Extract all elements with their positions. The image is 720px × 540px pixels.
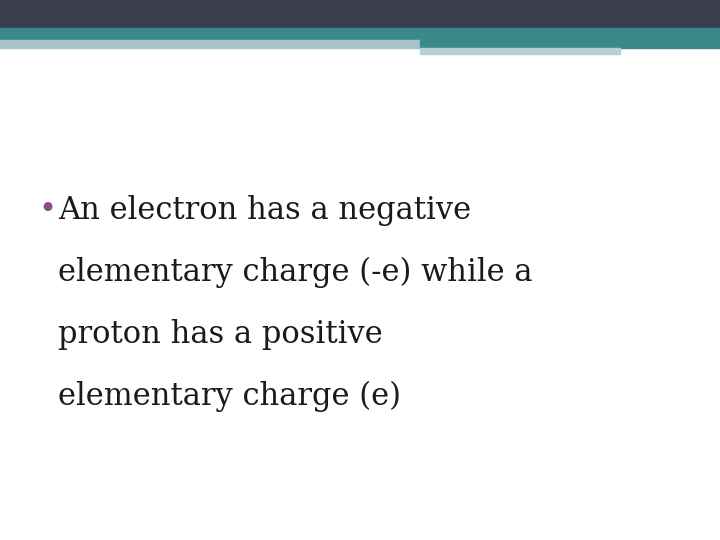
Bar [420,48,620,54]
Text: An electron has a negative: An electron has a negative [58,195,471,226]
Bar [420,40,720,48]
Bar [0,0,720,28]
Text: elementary charge (-e) while a: elementary charge (-e) while a [58,257,533,288]
Text: •: • [38,195,56,226]
Bar [0,28,720,40]
Text: proton has a positive: proton has a positive [58,319,383,350]
Text: elementary charge (e): elementary charge (e) [58,381,401,412]
Bar [0,40,420,48]
